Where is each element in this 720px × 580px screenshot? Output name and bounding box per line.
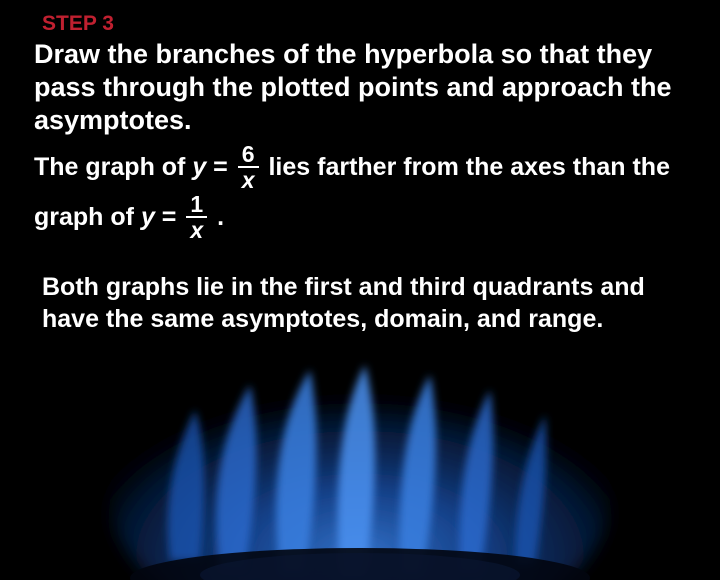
p2-end: . (210, 203, 224, 231)
frac1-num: 6 (238, 143, 259, 168)
slide-content: STEP 3 Draw the branches of the hyperbol… (0, 0, 720, 335)
paragraph-3: Both graphs lie in the first and third q… (42, 271, 686, 335)
fraction-6-over-x: 6x (238, 143, 259, 193)
paragraph-2: The graph of y = 6x lies farther from th… (34, 143, 686, 244)
frac1-den: x (238, 168, 259, 193)
frac2-den: x (186, 218, 207, 243)
p2-pre: The graph of (34, 153, 192, 181)
frac2-num: 1 (186, 193, 207, 218)
eq2-lhs: y (141, 203, 155, 231)
paragraph-1: Draw the branches of the hyperbola so th… (34, 38, 686, 137)
fraction-1-over-x: 1x (186, 193, 207, 243)
step-label: STEP 3 (42, 12, 686, 36)
eq1-eq: = (206, 153, 235, 181)
eq1-lhs: y (192, 153, 206, 181)
eq2-eq: = (155, 203, 184, 231)
